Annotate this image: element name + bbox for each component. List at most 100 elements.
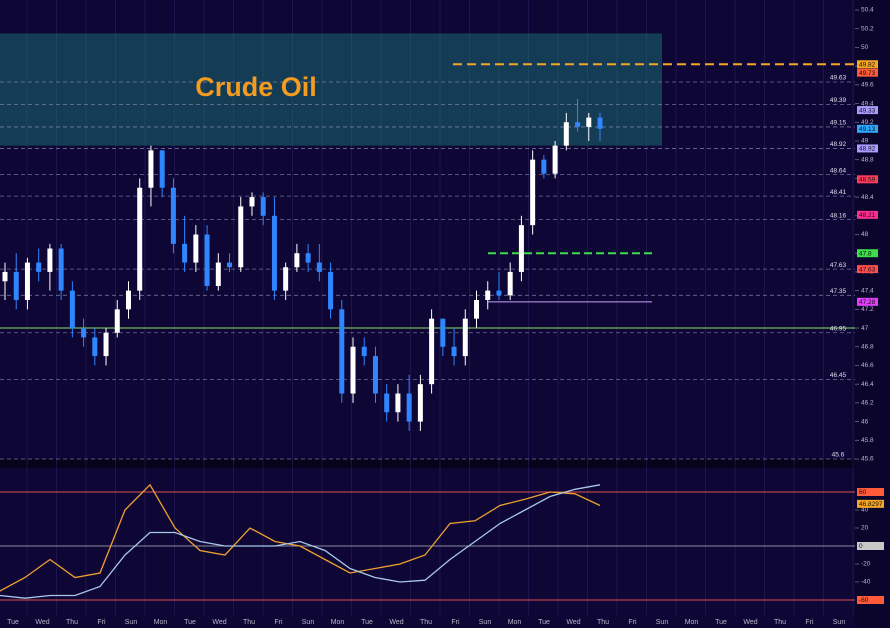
x-tick-label: Mon <box>508 619 522 626</box>
candle-body <box>170 187 176 244</box>
price-tag <box>857 175 878 184</box>
price-tag <box>857 144 878 153</box>
x-tick-label: Sun <box>656 619 669 626</box>
level-label: 48.41 <box>830 189 847 196</box>
candle-body <box>395 393 401 413</box>
oscillator-line <box>0 483 601 592</box>
candle-body <box>384 393 390 413</box>
candle-body <box>429 318 435 385</box>
candle-body <box>36 262 42 272</box>
candle-body <box>13 271 19 300</box>
candle-body <box>182 243 188 263</box>
x-tick-label: Wed <box>743 619 757 626</box>
x-tick-label: Wed <box>212 619 226 626</box>
price-tag-label: 48.21 <box>859 212 876 219</box>
y-tick-label: 46.6 <box>861 362 874 369</box>
candle-body <box>406 393 412 422</box>
candle-body <box>114 309 120 333</box>
y-tick-label: 49.2 <box>861 119 874 126</box>
candle-body <box>518 225 524 272</box>
y-tick-label: 47.2 <box>861 306 874 313</box>
candle-body <box>361 346 367 357</box>
candle-body <box>541 159 547 174</box>
oscillator-tick-label: 20 <box>861 525 869 532</box>
candle-body <box>103 332 109 357</box>
level-label: 46.45 <box>830 372 847 379</box>
oscillator-tag <box>857 488 884 496</box>
x-tick-label: Fri <box>805 619 814 626</box>
y-tick-label: 49 <box>861 138 869 145</box>
price-tag <box>857 106 878 115</box>
y-tick-label: 46 <box>861 418 869 425</box>
candle-body <box>2 271 8 282</box>
price-tag-label: 48.92 <box>859 146 876 153</box>
level-label: 49.39 <box>830 97 847 104</box>
candle-body <box>47 248 53 272</box>
price-tag <box>857 297 878 306</box>
x-tick-label: Thu <box>66 619 78 626</box>
candle-body <box>305 253 311 263</box>
level-label: 45.6 <box>832 452 845 459</box>
x-tick-label: Thu <box>774 619 786 626</box>
candle-body <box>227 262 233 268</box>
x-tick-label: Mon <box>154 619 168 626</box>
level-label: 48.92 <box>830 141 847 148</box>
oscillator-tag <box>857 499 884 508</box>
oscillator-tag-label: 46.8297 <box>859 501 883 508</box>
x-tick-label: Sun <box>302 619 315 626</box>
level-label: 49.15 <box>830 120 847 127</box>
y-tick-label: 45.8 <box>861 437 874 444</box>
price-tag-label: 49.73 <box>859 70 876 77</box>
price-tag-label: 49.13 <box>859 126 876 133</box>
candle-body <box>125 290 131 310</box>
x-tick-label: Tue <box>184 619 196 626</box>
candle-body <box>271 215 277 291</box>
candle-body <box>283 267 289 291</box>
y-tick-label: 50.2 <box>861 25 874 32</box>
x-tick-label: Thu <box>243 619 255 626</box>
pane-separator <box>0 459 855 468</box>
x-tick-label: Mon <box>685 619 699 626</box>
candle-body <box>238 206 244 268</box>
price-tag <box>857 249 878 258</box>
price-tag <box>857 68 878 77</box>
candle-body <box>92 337 98 357</box>
chart-title: Crude Oil <box>195 72 317 102</box>
price-tag-label: 49.33 <box>859 107 876 114</box>
y-tick-label: 46.4 <box>861 381 874 388</box>
level-label: 46.95 <box>830 325 847 332</box>
label-layer: Tue Wed Thu Fri Sun Mon Tue Wed Thu Fri Sun Mon Tue W… <box>7 7 884 626</box>
x-tick-label: Wed <box>35 619 49 626</box>
oscillator-tick-label: 40 <box>861 507 869 514</box>
x-tick-label: Tue <box>361 619 373 626</box>
candle-body <box>328 271 334 310</box>
resistance-zone <box>0 33 662 146</box>
candle-body <box>215 262 221 286</box>
candle-body <box>372 356 378 394</box>
candle-body <box>417 384 423 422</box>
x-tick-label: Sun <box>833 619 846 626</box>
background-layer <box>0 0 859 615</box>
level-label: 48.16 <box>830 212 847 219</box>
candle-body <box>193 234 199 263</box>
candle-body <box>294 253 300 268</box>
candle-body <box>260 197 266 216</box>
price-tag-label: 47.8 <box>859 250 872 257</box>
x-tick-label: Tue <box>538 619 550 626</box>
price-tag <box>857 60 878 69</box>
y-tick-label: 48 <box>861 231 869 238</box>
candle-body <box>496 290 502 296</box>
price-tag <box>857 124 878 133</box>
x-tick-label: Fri <box>274 619 283 626</box>
price-tag <box>857 265 878 274</box>
candle-body <box>69 290 75 329</box>
x-tick-label: Tue <box>7 619 19 626</box>
candle-body <box>249 197 255 207</box>
candle-body <box>530 159 536 226</box>
candle-body <box>204 234 210 286</box>
candle-body <box>148 150 154 188</box>
candle-body <box>159 150 165 188</box>
y-tick-label: 46.8 <box>861 343 874 350</box>
price-tag-label: 48.59 <box>859 177 876 184</box>
